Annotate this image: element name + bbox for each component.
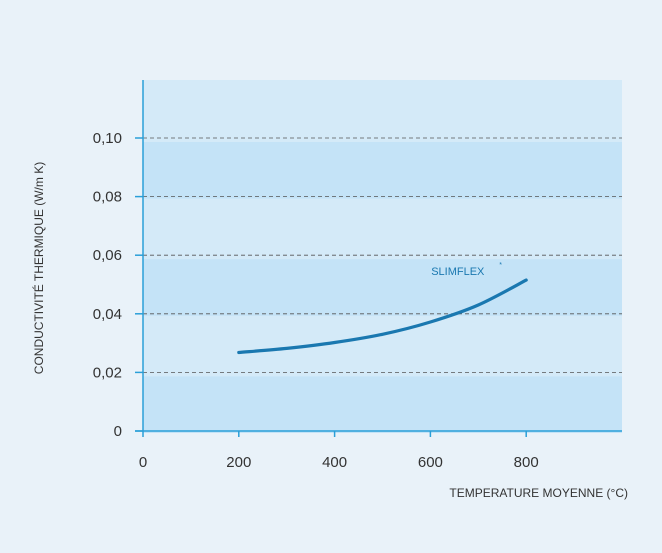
series-label-superscript: *: [499, 262, 502, 269]
y-tick-label: 0,02: [93, 364, 122, 381]
y-axis-title: CONDUCTIVITÉ THERMIQUE (W/m K): [31, 162, 46, 374]
y-axis-ticks: 0 0,02 0,04 0,06 0,08 0,10: [93, 130, 143, 440]
series-label-slimflex: SLIMFLEX: [431, 266, 485, 278]
plot-band: [143, 259, 622, 316]
plot-band: [143, 142, 622, 199]
series-layer: SLIMFLEX *: [237, 262, 528, 355]
x-tick-label: 600: [418, 454, 443, 471]
x-axis-title: TEMPERATURE MOYENNE (°C): [449, 486, 628, 500]
x-tick-label: 200: [226, 454, 251, 471]
x-tick-label: 0: [139, 454, 147, 471]
x-axis-ticks: 0 200 400 600 800: [139, 431, 539, 471]
y-tick-label: 0,08: [93, 189, 122, 206]
y-tick-label: 0: [114, 423, 122, 440]
x-tick-label: 800: [514, 454, 539, 471]
x-tick-label: 400: [322, 454, 347, 471]
plot-background: [143, 80, 622, 433]
y-tick-label: 0,10: [93, 130, 122, 147]
y-tick-label: 0,06: [93, 247, 122, 264]
series-line-slimflex: [237, 278, 528, 355]
y-tick-label: 0,04: [93, 306, 122, 323]
gridlines: [143, 137, 622, 373]
plot-band: [143, 376, 622, 433]
